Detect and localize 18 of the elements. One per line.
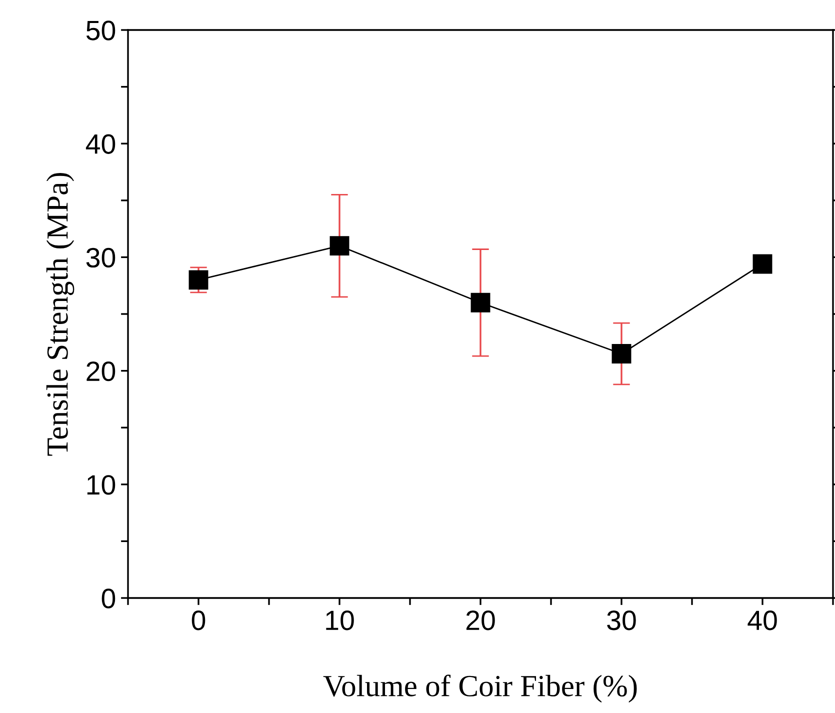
x-tick-label: 0: [192, 610, 206, 630]
y-tick-label: 40: [86, 134, 116, 154]
point: [330, 236, 350, 256]
y-tick-label: 0: [102, 588, 116, 608]
x-tick-label: 10: [326, 610, 354, 630]
y-axis-title: Tensile Strength (MPa): [46, 172, 74, 456]
point: [470, 292, 490, 312]
point: [612, 344, 632, 364]
y-tick-label: 50: [86, 20, 116, 40]
y-tick-label: 10: [87, 475, 116, 495]
y-tick-label: 30: [86, 248, 116, 268]
point: [188, 270, 208, 290]
y-tick-label: 20: [86, 361, 116, 382]
x-tick-label: 30: [607, 610, 636, 630]
x-tick-label: 40: [748, 610, 777, 630]
point: [752, 254, 772, 274]
x-axis-title: Volume of Coir Fiber (%): [323, 674, 637, 703]
x-tick-label: 20: [466, 610, 495, 630]
